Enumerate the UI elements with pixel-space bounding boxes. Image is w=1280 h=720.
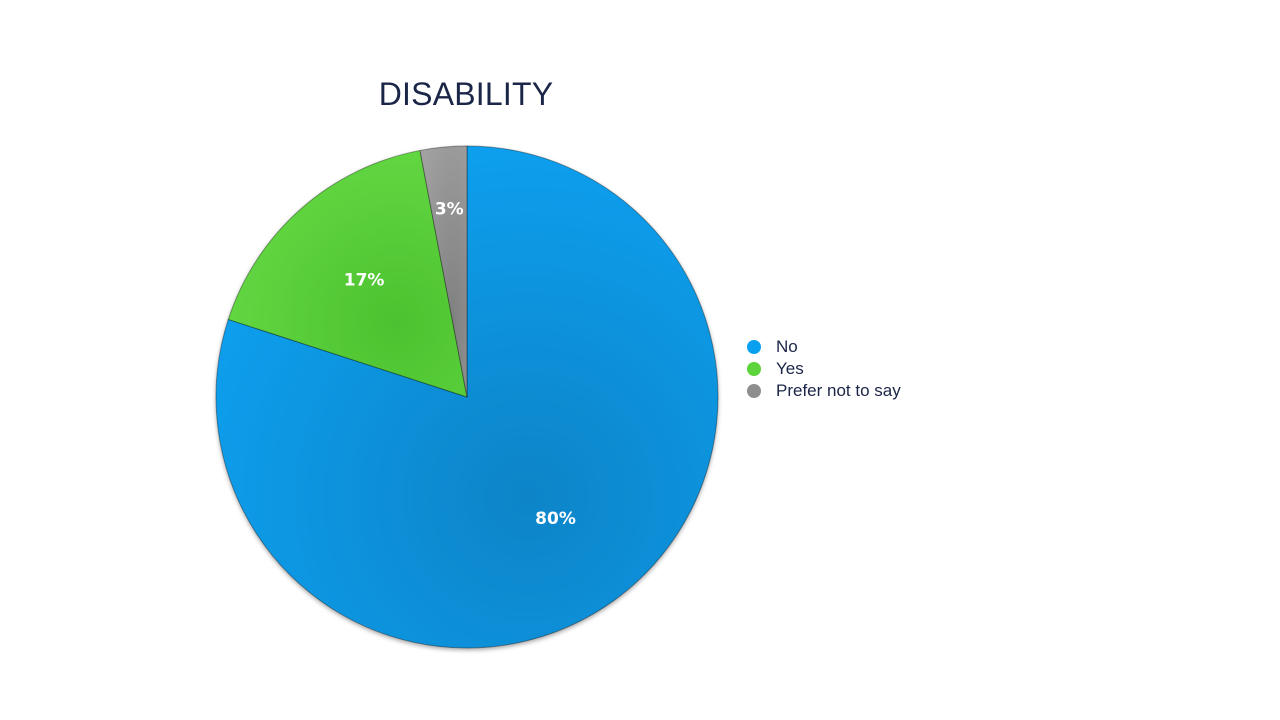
legend-swatch-no (747, 340, 761, 354)
legend-item-yes: Yes (747, 358, 901, 380)
legend-swatch-prefer-not-to-say (747, 384, 761, 398)
chart-title: DISABILITY (378, 76, 554, 112)
data-label-yes: 17% (344, 270, 385, 290)
legend-label-no: No (776, 337, 798, 356)
legend-item-no: No (747, 336, 901, 358)
legend-swatch-yes (747, 362, 761, 376)
data-label-prefer-not-to-say: 3% (435, 200, 464, 220)
legend-item-prefer-not-to-say: Prefer not to say (747, 380, 901, 402)
pie-slice-yes (227, 149, 468, 398)
legend: No Yes Prefer not to say (747, 336, 901, 402)
legend-label-prefer-not-to-say: Prefer not to say (776, 381, 901, 400)
legend-label-yes: Yes (776, 359, 804, 378)
pie-slice-prefer-not-to-say (419, 145, 468, 398)
data-label-no: 80% (535, 509, 576, 529)
